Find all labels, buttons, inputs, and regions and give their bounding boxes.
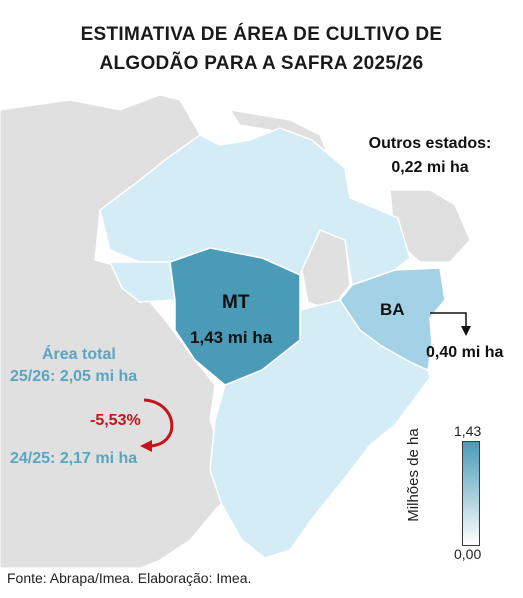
state-mt xyxy=(169,247,301,386)
source-note: Fonte: Abrapa/Imea. Elaboração: Imea. xyxy=(7,570,252,586)
ba-state-name: BA xyxy=(380,300,405,319)
mt-state-name: MT xyxy=(222,292,250,313)
title-line-1: ESTIMATIVA DE ÁREA DE CULTIVO DE xyxy=(80,24,443,45)
other-states-caption: Outros estados: xyxy=(368,135,492,152)
title-line-2: ALGODÃO PARA A SAFRA 2025/26 xyxy=(99,53,424,74)
change-arrowhead xyxy=(140,440,152,452)
total-area-change: -5,53% xyxy=(90,412,141,429)
other-states-label: Outros estados: 0,22 mi ha xyxy=(340,132,520,180)
change-arrow xyxy=(143,398,174,448)
state-ba xyxy=(339,267,446,372)
total-area-previous: 24/25: 2,17 mi ha xyxy=(10,450,138,467)
map-title: ESTIMATIVA DE ÁREA DE CULTIVO DE ALGODÃO… xyxy=(0,20,523,78)
ba-callout-arrowhead xyxy=(461,326,471,336)
other-states-west xyxy=(108,261,176,303)
legend-color-bar xyxy=(462,441,480,546)
ba-callout-arrow xyxy=(430,312,467,328)
other-states-north xyxy=(99,127,411,287)
total-area-current: 25/26: 2,05 mi ha xyxy=(10,368,138,385)
ba-area-value: 0,40 mi ha xyxy=(426,344,504,361)
legend-unit-label: Milhões de ha xyxy=(405,428,422,522)
neighbor-countries xyxy=(0,94,246,569)
total-area-label: Área total xyxy=(42,346,116,363)
mt-area-value: 1,43 mi ha xyxy=(190,328,273,347)
legend-max-label: 1,43 xyxy=(454,423,482,439)
other-states-value: 0,22 mi ha xyxy=(391,159,469,176)
legend-min-label: 0,00 xyxy=(454,546,482,562)
